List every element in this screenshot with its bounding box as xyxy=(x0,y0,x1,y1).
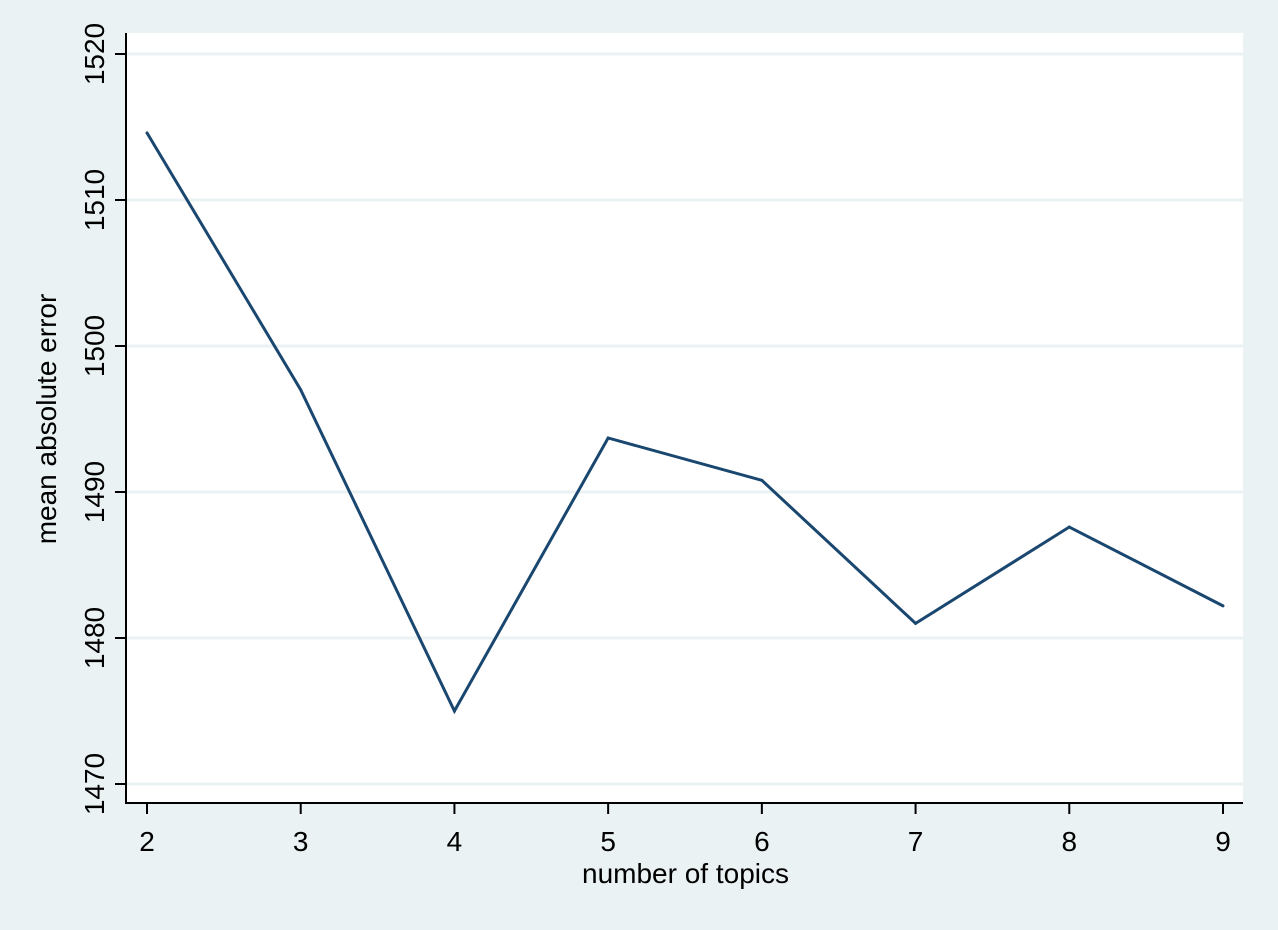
data-point-2 xyxy=(145,131,149,135)
y-tick-label-1490: 1490 xyxy=(79,461,110,523)
x-tick-label-8: 8 xyxy=(1061,826,1077,857)
y-tick-label-1510: 1510 xyxy=(79,169,110,231)
x-tick-label-7: 7 xyxy=(908,826,924,857)
x-tick-label-9: 9 xyxy=(1215,826,1231,857)
data-point-7 xyxy=(914,621,918,625)
y-tick-label-1500: 1500 xyxy=(79,315,110,377)
x-tick-label-5: 5 xyxy=(600,826,616,857)
data-point-5 xyxy=(606,436,610,440)
plot-area xyxy=(126,33,1243,803)
x-tick-label-3: 3 xyxy=(293,826,309,857)
data-point-6 xyxy=(760,478,764,482)
series-layer xyxy=(145,131,1225,715)
y-tick-label-1480: 1480 xyxy=(79,607,110,669)
series-line-0 xyxy=(145,132,1224,715)
axes xyxy=(115,33,1243,814)
x-tick-label-2: 2 xyxy=(139,826,155,857)
x-tick-label-6: 6 xyxy=(754,826,770,857)
data-point-9 xyxy=(1221,604,1225,608)
y-tick-label-1520: 1520 xyxy=(79,23,110,85)
gridlines xyxy=(126,52,1243,786)
data-point-3 xyxy=(299,388,303,392)
data-point-8 xyxy=(1067,525,1071,529)
data-point-4 xyxy=(452,709,456,713)
y-axis-title: mean absolute error xyxy=(31,294,62,545)
x-axis-title: number of topics xyxy=(582,858,789,889)
tick-labels: 2 3 4 5 6 7 8 9 1470 1480 1490 1500 1510 1520 xyxy=(79,23,1231,857)
x-tick-label-4: 4 xyxy=(447,826,463,857)
y-tick-label-1470: 1470 xyxy=(79,753,110,815)
